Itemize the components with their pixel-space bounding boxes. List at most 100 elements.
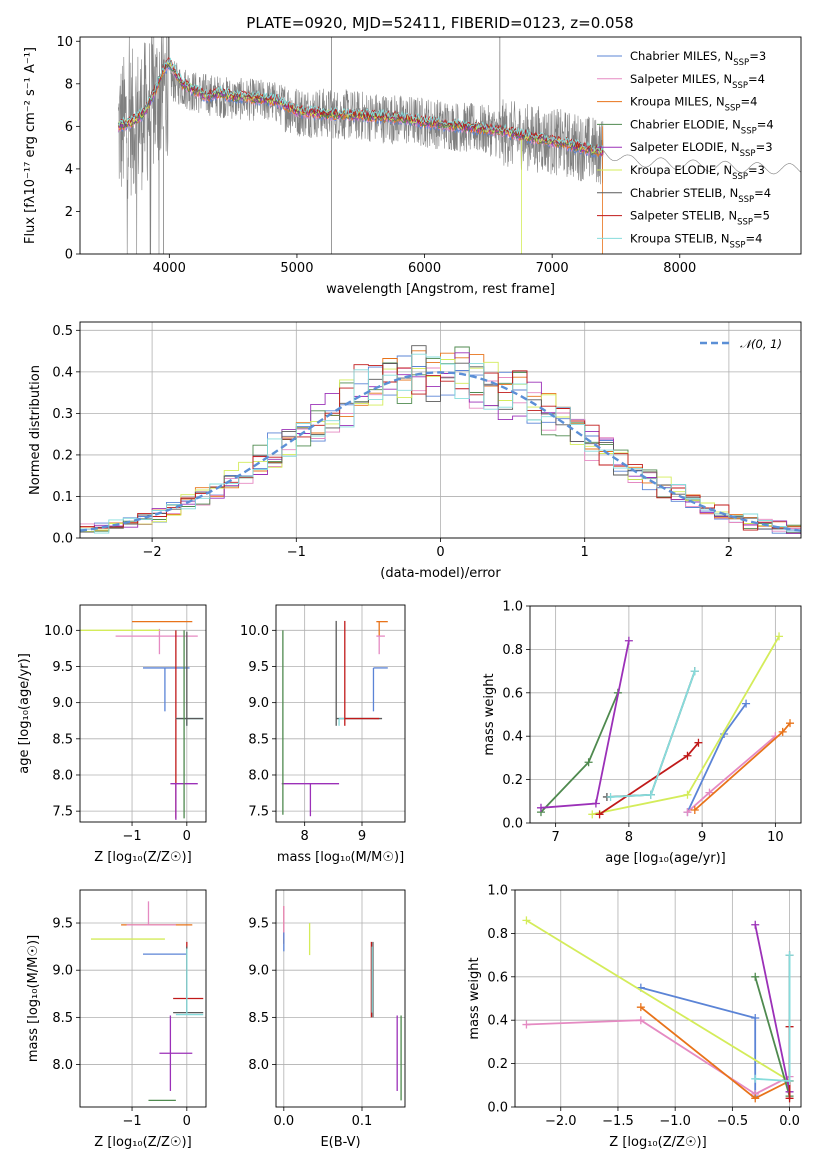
y-tick-label: 10.0 bbox=[44, 624, 73, 639]
plot-area bbox=[536, 632, 795, 819]
series-point bbox=[785, 1094, 794, 1103]
x-tick-label: 8000 bbox=[663, 261, 696, 276]
ticks: 0.0 0.1 8.0 8.5 9.0 9.5 bbox=[248, 917, 372, 1129]
legend-entry-count: =4 bbox=[754, 186, 771, 200]
y-tick-label: 9.5 bbox=[248, 917, 269, 932]
legend-entry-chabrier-stelib: Chabrier STELIB, NSSP=4 bbox=[630, 186, 771, 205]
legend-entry-name: Chabrier MILES bbox=[630, 49, 717, 63]
model-spectrum-kroupa-stelib bbox=[117, 57, 604, 152]
series-point bbox=[646, 790, 655, 799]
ticks: −1 0 8.0 8.5 9.0 9.5 bbox=[52, 917, 191, 1129]
errorbar-kroupa-miles bbox=[376, 620, 388, 637]
series-point bbox=[595, 810, 604, 819]
y-tick-label: 9.5 bbox=[52, 660, 73, 675]
y-tick-label: 8.0 bbox=[52, 768, 73, 783]
legend-entry-count: =4 bbox=[757, 117, 774, 131]
y-tick-label: 0.4 bbox=[52, 365, 73, 380]
x-tick-label: 0.0 bbox=[273, 1114, 294, 1129]
x-axis-label: wavelength [Angstrom, rest frame] bbox=[326, 282, 555, 297]
y-tick-label: 1.0 bbox=[502, 600, 523, 615]
axes-frame bbox=[275, 604, 406, 823]
legend-entry-name: Chabrier STELIB bbox=[630, 186, 722, 200]
x-tick-label: −1 bbox=[287, 545, 306, 560]
legend-entry-sub: SSP bbox=[732, 81, 748, 91]
age-vs-metallicity-plot: −1 0 7.5 8.0 8.5 9.0 9.5 10.0 Z [log₁₀(Z/Z☉)] age… bbox=[17, 604, 207, 865]
series-point bbox=[522, 916, 531, 925]
legend-entry-count: =5 bbox=[753, 209, 770, 223]
series-point bbox=[778, 727, 787, 736]
histogram-kroupa-stelib bbox=[80, 353, 801, 535]
legend-entry-name: Salpeter MILES bbox=[630, 72, 716, 86]
series-point bbox=[742, 699, 751, 708]
y-tick-label: 0.8 bbox=[502, 643, 523, 658]
series-point bbox=[636, 1016, 645, 1025]
series-kroupa-miles bbox=[690, 719, 795, 814]
axes-frame bbox=[514, 889, 802, 1108]
series-point bbox=[785, 951, 794, 960]
y-tick-label: 0 bbox=[65, 248, 73, 263]
series-line bbox=[525, 919, 791, 1082]
legend-entry-sub: SSP bbox=[737, 218, 753, 228]
x-tick-label: 9 bbox=[358, 829, 366, 844]
y-tick-label: 8.5 bbox=[248, 1011, 269, 1026]
legend-entry-sub: SSP bbox=[740, 149, 756, 159]
x-axis-label: age [log₁₀(age/yr)] bbox=[605, 851, 726, 866]
legend-entry-salpeter-elodie: Salpeter ELODIE, NSSP=3 bbox=[630, 140, 773, 159]
legend-entry-count: =3 bbox=[749, 49, 766, 63]
series-salpeter-miles bbox=[522, 1016, 794, 1098]
errorbar-kroupa-stelib bbox=[175, 717, 204, 726]
legend-entry-name: Salpeter STELIB bbox=[630, 209, 721, 223]
series-kroupa-elodie bbox=[522, 916, 794, 1085]
residual-histogram-plot: −2 −1 0 1 2 0.0 0.1 0.2 0.3 0.4 0.5 (data-model)/er… bbox=[28, 321, 802, 581]
series-line bbox=[686, 735, 776, 813]
series-point bbox=[751, 1014, 760, 1023]
series-point bbox=[584, 758, 593, 767]
mass-vs-extinction-plot: 0.0 0.1 8.0 8.5 9.0 9.5 E(B-V) bbox=[248, 889, 406, 1150]
legend-entry-sub: SSP bbox=[741, 126, 757, 136]
ticks: −2 −1 0 1 2 0.0 0.1 0.2 0.3 0.4 0.5 bbox=[52, 324, 733, 560]
legend-entry-name: Kroupa ELODIE bbox=[630, 163, 716, 177]
grid bbox=[276, 890, 405, 1107]
legend-entry-sub: SSP bbox=[738, 195, 754, 205]
series-point bbox=[606, 792, 615, 801]
plot-area bbox=[90, 901, 204, 1102]
x-axis-label: mass [log₁₀(M/M☉)] bbox=[277, 850, 404, 865]
legend-entry-kroupa-miles: Kroupa MILES, NSSP=4 bbox=[630, 95, 757, 114]
legend-entry-count: =4 bbox=[748, 72, 765, 86]
x-tick-label: 7 bbox=[551, 830, 559, 845]
y-tick-label: 9.0 bbox=[52, 696, 73, 711]
x-tick-label: −2 bbox=[143, 545, 162, 560]
y-tick-label: 9.5 bbox=[52, 917, 73, 932]
y-tick-label: 1.0 bbox=[487, 884, 508, 899]
legend-entry-name: Salpeter ELODIE bbox=[630, 140, 724, 154]
y-tick-label: 0.6 bbox=[502, 686, 523, 701]
series-point bbox=[786, 719, 795, 728]
mass-vs-metallicity-plot: −1 0 8.0 8.5 9.0 9.5 Z [log₁₀(Z/Z☉)] mass [log₁… bbox=[26, 889, 207, 1150]
axes-frame bbox=[79, 889, 207, 1108]
grid bbox=[515, 889, 801, 1108]
series-point bbox=[690, 667, 699, 676]
series-point bbox=[751, 1094, 760, 1103]
series-point bbox=[705, 788, 714, 797]
legend-entry-chabrier-elodie: Chabrier ELODIE, NSSP=4 bbox=[630, 117, 774, 136]
x-tick-label: 9 bbox=[698, 830, 706, 845]
y-tick-label: 8.0 bbox=[248, 768, 269, 783]
y-tick-label: 0.6 bbox=[487, 970, 508, 985]
axes-frame bbox=[529, 605, 802, 824]
age-vs-mass-plot: 8 9 7.5 8.0 8.5 9.0 9.5 10.0 mass [log₁₀(M/M☉)] bbox=[240, 604, 406, 865]
figure-title: PLATE=0920, MJD=52411, FIBERID=0123, z=0… bbox=[246, 14, 633, 32]
series-line bbox=[686, 703, 747, 813]
series-point bbox=[683, 808, 692, 817]
legend-entry-salpeter-miles: Salpeter MILES, NSSP=4 bbox=[630, 72, 765, 91]
series-point bbox=[522, 1020, 531, 1029]
y-tick-label: 0.8 bbox=[487, 927, 508, 942]
y-tick-label: 9.0 bbox=[248, 696, 269, 711]
ticks: 4000 5000 6000 7000 8000 0 2 4 6 8 10 bbox=[56, 35, 696, 276]
x-axis-label: Z [log₁₀(Z/Z☉)] bbox=[609, 1135, 706, 1150]
x-tick-label: 4000 bbox=[153, 261, 186, 276]
series-line bbox=[540, 640, 630, 809]
errorbar-salpeter-miles bbox=[376, 635, 385, 655]
spectrum-plot: 4000 5000 6000 7000 8000 0 2 4 6 8 10 wavelength [A… bbox=[23, 35, 802, 297]
errorbar-salpeter-miles bbox=[126, 901, 176, 926]
